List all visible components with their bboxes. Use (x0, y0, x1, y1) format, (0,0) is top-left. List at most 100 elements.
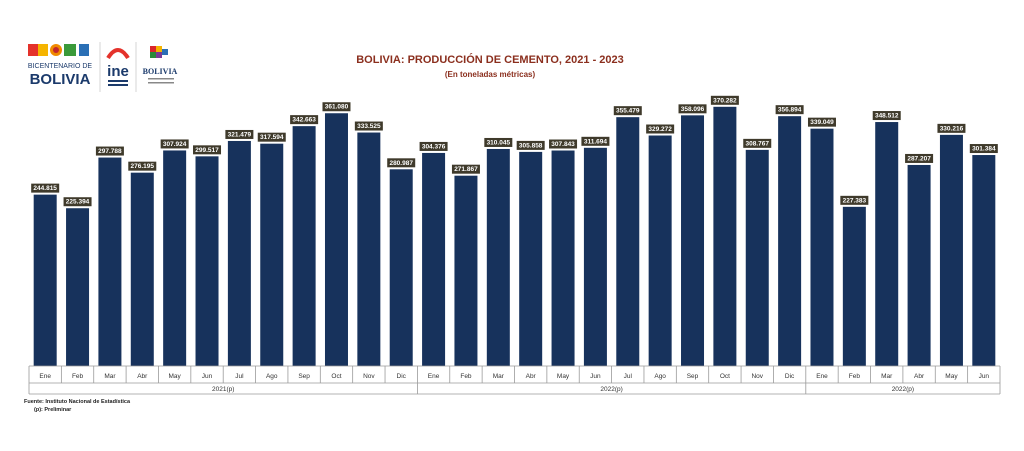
data-label-box (225, 129, 254, 139)
data-label: 271.867 (454, 166, 478, 173)
data-label: 305.858 (519, 142, 543, 149)
preliminary-note: (p): Preliminar (34, 407, 72, 413)
data-label-box (95, 146, 124, 156)
tick-label: Oct (720, 373, 730, 380)
estado-text: BOLIVIA (143, 67, 178, 76)
bar (195, 156, 219, 366)
bar (810, 128, 834, 366)
tick-label: May (945, 373, 958, 380)
bar (486, 148, 510, 366)
bar (875, 122, 899, 367)
bar (616, 117, 640, 366)
data-label: 304.376 (422, 143, 446, 150)
data-label-box (31, 183, 60, 193)
data-label-box (160, 139, 189, 149)
chart-subtitle: (En toneladas métricas) (444, 70, 536, 79)
data-label-box (969, 144, 998, 154)
x-axis: Ene Feb Mar Abr May Jun Jul Ago Sep Oct Nov Dic Ene F… (28, 365, 1001, 395)
data-label-box (193, 145, 222, 155)
bar (842, 206, 866, 366)
ine-text: ine (107, 63, 129, 80)
data-label: 244.815 (33, 185, 57, 192)
data-label-box (678, 104, 707, 114)
data-label-box (872, 111, 901, 121)
tick-label: Dic (785, 373, 795, 380)
tick-label: Ago (654, 373, 666, 380)
data-label: 311.694 (584, 138, 608, 145)
tick-label: Sep (298, 373, 310, 380)
bar (33, 194, 57, 366)
data-label-box (257, 132, 286, 142)
tick-label: Mar (104, 373, 116, 380)
tick-label: Nov (363, 373, 375, 380)
tick-label: Ene (816, 373, 828, 380)
data-label-box (322, 102, 351, 112)
data-label: 307.924 (163, 141, 187, 148)
bar (292, 126, 316, 367)
data-label: 348.512 (875, 113, 899, 120)
chart-title: BOLIVIA: PRODUCCIÓN DE CEMENTO, 2021 - 2… (356, 54, 624, 66)
data-label: 317.594 (260, 134, 284, 141)
data-label-box (128, 161, 157, 171)
bolivia-text: BOLIVIA (30, 71, 91, 88)
bar (972, 155, 996, 366)
bar (66, 208, 90, 366)
data-label-box (419, 141, 448, 151)
bar (745, 149, 769, 366)
bar (713, 106, 737, 366)
bar (778, 116, 802, 367)
source-note: Fuente: Instituto Nacional de Estadístic… (24, 399, 131, 405)
data-label-box (549, 139, 578, 149)
data-label-box (581, 136, 610, 146)
data-label: 356.894 (778, 107, 802, 114)
tick-label: Mar (881, 373, 893, 380)
bars-layer: 244.815 225.394 297.788 276.195 307.924 299.5… (31, 95, 998, 367)
data-label: 301.384 (972, 146, 996, 153)
tick-label: Feb (849, 373, 861, 380)
bicentenario-logo: BICENTENARIO DE BOLIVIA (28, 44, 92, 88)
data-label: 299.517 (195, 147, 219, 154)
data-label: 361.080 (325, 104, 349, 111)
header-logos: BICENTENARIO DE BOLIVIA ine BOLIVIA (24, 40, 184, 96)
tick-label: Jun (202, 373, 213, 380)
data-label: 333.525 (357, 123, 381, 130)
bar (260, 143, 284, 366)
data-label-box (354, 121, 383, 131)
data-label: 225.394 (66, 199, 90, 206)
tick-label: Dic (397, 373, 407, 380)
bar (98, 157, 122, 366)
data-label-box (484, 137, 513, 147)
bar (551, 150, 575, 366)
tick-label: May (169, 373, 182, 380)
tick-label: Jun (979, 373, 990, 380)
bar (324, 113, 348, 366)
tick-label: Abr (137, 373, 148, 380)
tick-label: Feb (72, 373, 84, 380)
tick-label: Feb (460, 373, 472, 380)
data-label-box (63, 197, 92, 207)
tick-label: Sep (687, 373, 699, 380)
tick-label: Jul (624, 373, 633, 380)
data-label: 280.987 (389, 160, 413, 167)
data-label: 342.663 (292, 117, 316, 124)
data-label: 308.767 (746, 140, 770, 147)
data-label: 329.272 (648, 126, 672, 133)
bar (422, 152, 446, 366)
data-label: 339.049 (810, 119, 834, 126)
data-label: 330.216 (940, 125, 964, 132)
tick-label: Nov (751, 373, 763, 380)
data-label: 370.282 (713, 97, 737, 104)
data-label-box (905, 153, 934, 163)
ine-logo: ine (106, 48, 130, 86)
bar (583, 147, 607, 366)
bar (907, 164, 931, 366)
data-label-box (516, 140, 545, 150)
data-label: 227.383 (843, 197, 867, 204)
tick-label: Ene (39, 373, 51, 380)
bar (454, 175, 478, 366)
data-label: 297.788 (98, 148, 122, 155)
bar (648, 135, 672, 366)
data-label: 355.479 (616, 108, 640, 115)
tick-label: Ene (428, 373, 440, 380)
tick-label: Jun (590, 373, 601, 380)
